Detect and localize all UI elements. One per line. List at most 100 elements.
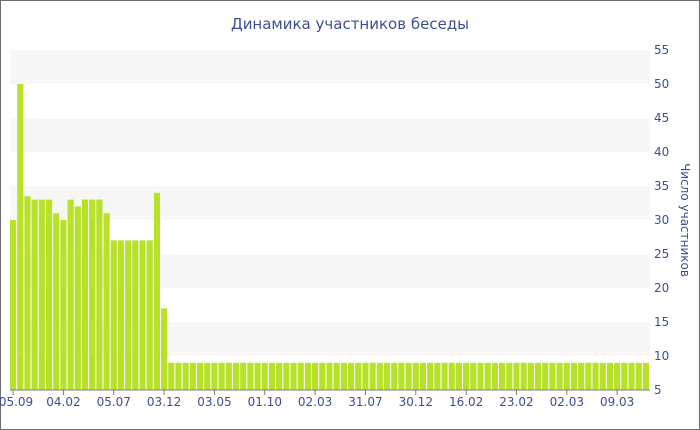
bar: [268, 362, 276, 390]
bars: [10, 84, 649, 390]
bar: [38, 199, 45, 390]
x-tick-label: 03.05: [197, 395, 231, 409]
bar: [463, 362, 470, 390]
bar: [398, 362, 405, 390]
x-tick-label: 05.07: [97, 395, 131, 409]
bar: [96, 199, 103, 390]
x-tick-label: 01.10: [248, 395, 282, 409]
bar: [614, 362, 621, 390]
bar: [125, 240, 132, 390]
bar: [225, 362, 232, 390]
bar: [585, 362, 592, 390]
bar: [254, 362, 261, 390]
bar: [45, 199, 53, 390]
bar: [434, 362, 441, 390]
bar: [563, 362, 570, 390]
bar: [427, 362, 434, 390]
bar: [312, 362, 319, 390]
y-tick-label: 55: [654, 43, 669, 57]
bar: [60, 220, 67, 390]
grid-band: [10, 186, 650, 220]
bar: [506, 362, 513, 390]
bar: [110, 240, 117, 390]
bar: [132, 240, 139, 390]
bar: [628, 362, 635, 390]
bar: [17, 84, 24, 390]
bar: [232, 362, 240, 390]
y-axis: 5 10 15 20 25 30 35 40 45 50 55: [654, 43, 669, 397]
bar: [362, 362, 369, 390]
bar: [153, 192, 160, 390]
bar: [204, 362, 211, 390]
bar: [513, 362, 520, 390]
x-tick-labels: 05.09 04.02 05.07 03.12 03.05 01.10 02.03 31.07…: [0, 395, 634, 409]
bar: [304, 362, 312, 390]
bar: [89, 199, 96, 390]
bar: [218, 362, 225, 390]
bar: [534, 362, 542, 390]
y-tick-label: 15: [654, 315, 669, 329]
x-tick-label: 03.12: [147, 395, 181, 409]
bar: [578, 362, 585, 390]
x-tick-label: 05.09: [0, 395, 33, 409]
bar: [441, 362, 448, 390]
y-tick-label: 5: [654, 383, 662, 397]
bar: [247, 362, 254, 390]
x-tick-label: 09.03: [600, 395, 634, 409]
bar: [549, 362, 556, 390]
bar: [283, 362, 290, 390]
bar: [290, 362, 297, 390]
bar: [196, 362, 204, 390]
y-axis-title: Число участников: [678, 163, 692, 277]
bar: [24, 196, 31, 390]
bar: [74, 206, 81, 390]
bar: [484, 362, 491, 390]
y-tick-label: 20: [654, 281, 669, 295]
bar: [477, 362, 484, 390]
bar: [635, 362, 642, 390]
bar: [340, 362, 347, 390]
bar: [592, 362, 599, 390]
y-tick-label: 10: [654, 349, 669, 363]
bar: [556, 362, 563, 390]
bar: [412, 362, 419, 390]
bar: [391, 362, 398, 390]
y-tick-label: 30: [654, 213, 669, 227]
bar: [81, 199, 89, 390]
bar: [326, 362, 333, 390]
bar: [10, 220, 17, 390]
grid-band: [10, 118, 650, 152]
bar: [168, 362, 175, 390]
bar: [319, 362, 326, 390]
bar: [240, 362, 247, 390]
bar: [139, 240, 146, 390]
bar: [161, 308, 168, 390]
x-tick-label: 23.02: [499, 395, 533, 409]
bar: [570, 362, 578, 390]
bar: [599, 362, 606, 390]
y-tick-label: 40: [654, 145, 669, 159]
bar: [31, 199, 38, 390]
x-tick-label: 31.07: [348, 395, 382, 409]
bar: [53, 213, 60, 390]
bar: [355, 362, 362, 390]
grid-band: [10, 50, 650, 84]
x-axis: [10, 389, 650, 395]
bar: [103, 213, 110, 390]
bar: [175, 362, 182, 390]
bar: [470, 362, 477, 390]
bar: [347, 362, 355, 390]
bar: [606, 362, 614, 390]
bar: [542, 362, 549, 390]
bar: [146, 240, 153, 390]
x-tick-label: 02.03: [550, 395, 584, 409]
bar: [189, 362, 196, 390]
bar: [67, 199, 74, 390]
bar: [520, 362, 527, 390]
bar: [448, 362, 455, 390]
bar: [117, 240, 125, 390]
bar: [498, 362, 506, 390]
chart-title: Динамика участников беседы: [231, 15, 469, 33]
y-tick-label: 25: [654, 247, 669, 261]
